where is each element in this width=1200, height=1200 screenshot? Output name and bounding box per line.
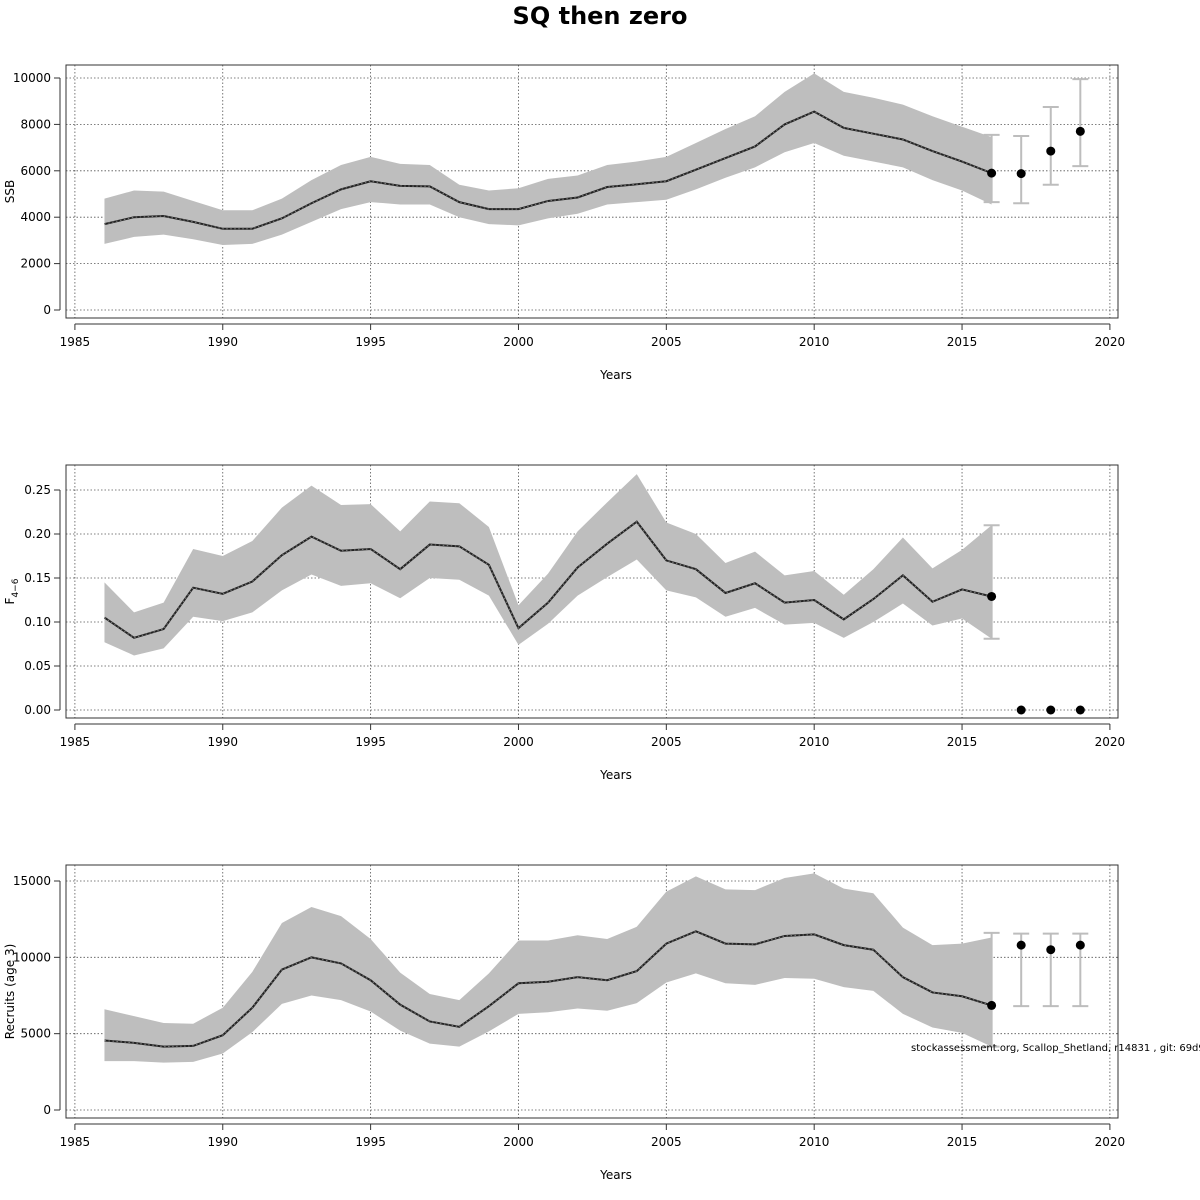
recruits-x-tick-label: 2020 <box>1095 1135 1126 1149</box>
ssb-estimate-line-dots <box>104 111 992 230</box>
recruits-forecast-point <box>987 1000 997 1010</box>
recruits-x-tick-label: 1995 <box>355 1135 386 1149</box>
ssb-panel: 1985 1990 1995 2000 2005 2010 2015 2020 Years 0 20… <box>3 64 1126 382</box>
recruits-y-tick-label: 0 <box>43 1103 51 1117</box>
recruits-estimate-line-dots <box>104 930 992 1048</box>
f-estimate-line-dots <box>104 520 992 639</box>
f-x-tick-label: 2020 <box>1095 735 1126 749</box>
recruits-x-tick-label: 2010 <box>799 1135 830 1149</box>
f-plot-frame <box>65 464 1119 719</box>
f-confidence-band <box>104 474 992 656</box>
ssb-forecast-point <box>1046 146 1056 156</box>
ssb-forecast-point <box>1016 169 1026 179</box>
ssb-forecast-point <box>1075 126 1085 136</box>
ssb-x-axis-label: Years <box>599 368 632 382</box>
recruits-y-axis-label: Recruits (age 3) <box>3 944 17 1040</box>
ssb-forecast-point <box>987 168 997 178</box>
f-x-tick-label: 2015 <box>947 735 978 749</box>
recruits-x-tick-label: 1985 <box>60 1135 91 1149</box>
ssb-plot-frame <box>65 64 1119 319</box>
ssb-x-tick-label: 2010 <box>799 335 830 349</box>
f-x-tick-label: 1985 <box>60 735 91 749</box>
f-forecast-point <box>1016 705 1026 715</box>
f-x-tick-label: 2005 <box>651 735 682 749</box>
ssb-x-tick-label: 2005 <box>651 335 682 349</box>
f-x-tick-label: 1995 <box>355 735 386 749</box>
f-y-tick-label: 0.25 <box>24 483 51 497</box>
ssb-y-axis-label: SSB <box>3 180 17 203</box>
f-y-tick-label: 0.05 <box>24 659 51 673</box>
ssb-y-tick-label: 6000 <box>20 164 51 178</box>
recruits-x-tick-label: 2000 <box>503 1135 534 1149</box>
recruits-y-tick-label: 15000 <box>13 874 51 888</box>
recruits-x-tick-label: 2015 <box>947 1135 978 1149</box>
recruits-y-tick-label: 10000 <box>13 950 51 964</box>
ssb-x-tick-label: 1990 <box>207 335 238 349</box>
ssb-x-tick-label: 2020 <box>1095 335 1126 349</box>
recruits-forecast-point <box>1046 945 1056 955</box>
chart-title: SQ then zero <box>512 2 688 30</box>
recruits-plot-frame <box>65 864 1119 1119</box>
f-x-axis-label: Years <box>599 768 632 782</box>
recruits-x-tick-label: 1990 <box>207 1135 238 1149</box>
ssb-x-tick-label: 2000 <box>503 335 534 349</box>
recruits-y-tick-label: 5000 <box>20 1027 51 1041</box>
ssb-y-tick-label: 0 <box>43 303 51 317</box>
f-y-tick-label: 0.10 <box>24 615 51 629</box>
footnote: stockassessment.org, Scallop_Shetland, r… <box>911 1043 1200 1054</box>
f-forecast-point <box>987 591 997 601</box>
ssb-x-tick-label: 2015 <box>947 335 978 349</box>
ssb-y-tick-label: 4000 <box>20 210 51 224</box>
recruits-forecast-point <box>1016 940 1026 950</box>
f-x-tick-label: 2010 <box>799 735 830 749</box>
ssb-y-tick-label: 8000 <box>20 117 51 131</box>
ssb-y-tick-label: 2000 <box>20 257 51 271</box>
f-y-tick-label: 0.00 <box>24 703 51 717</box>
ssb-confidence-band <box>104 73 992 246</box>
f-y-tick-label: 0.15 <box>24 571 51 585</box>
ssb-y-tick-label: 10000 <box>13 71 51 85</box>
recruits-forecast-point <box>1075 940 1085 950</box>
f-forecast-point <box>1046 705 1056 715</box>
recruits-confidence-band <box>104 873 992 1063</box>
f-x-tick-label: 1990 <box>207 735 238 749</box>
f-y-axis-label: F4−6 <box>3 578 21 604</box>
f-y-tick-label: 0.20 <box>24 527 51 541</box>
ssb-x-tick-label: 1985 <box>60 335 91 349</box>
fishing-mortality-panel: 1985 1990 1995 2000 2005 2010 2015 2020 Years 0.0… <box>3 464 1126 782</box>
recruits-x-axis-label: Years <box>599 1168 632 1182</box>
f-x-tick-label: 2000 <box>503 735 534 749</box>
recruits-x-tick-label: 2005 <box>651 1135 682 1149</box>
f-y-axis-label-subscript: 4−6 <box>11 578 21 597</box>
ssb-x-tick-label: 1995 <box>355 335 386 349</box>
recruits-panel: 1985 1990 1995 2000 2005 2010 2015 2020 Years 0 50… <box>3 864 1126 1182</box>
f-forecast-point <box>1075 705 1085 715</box>
